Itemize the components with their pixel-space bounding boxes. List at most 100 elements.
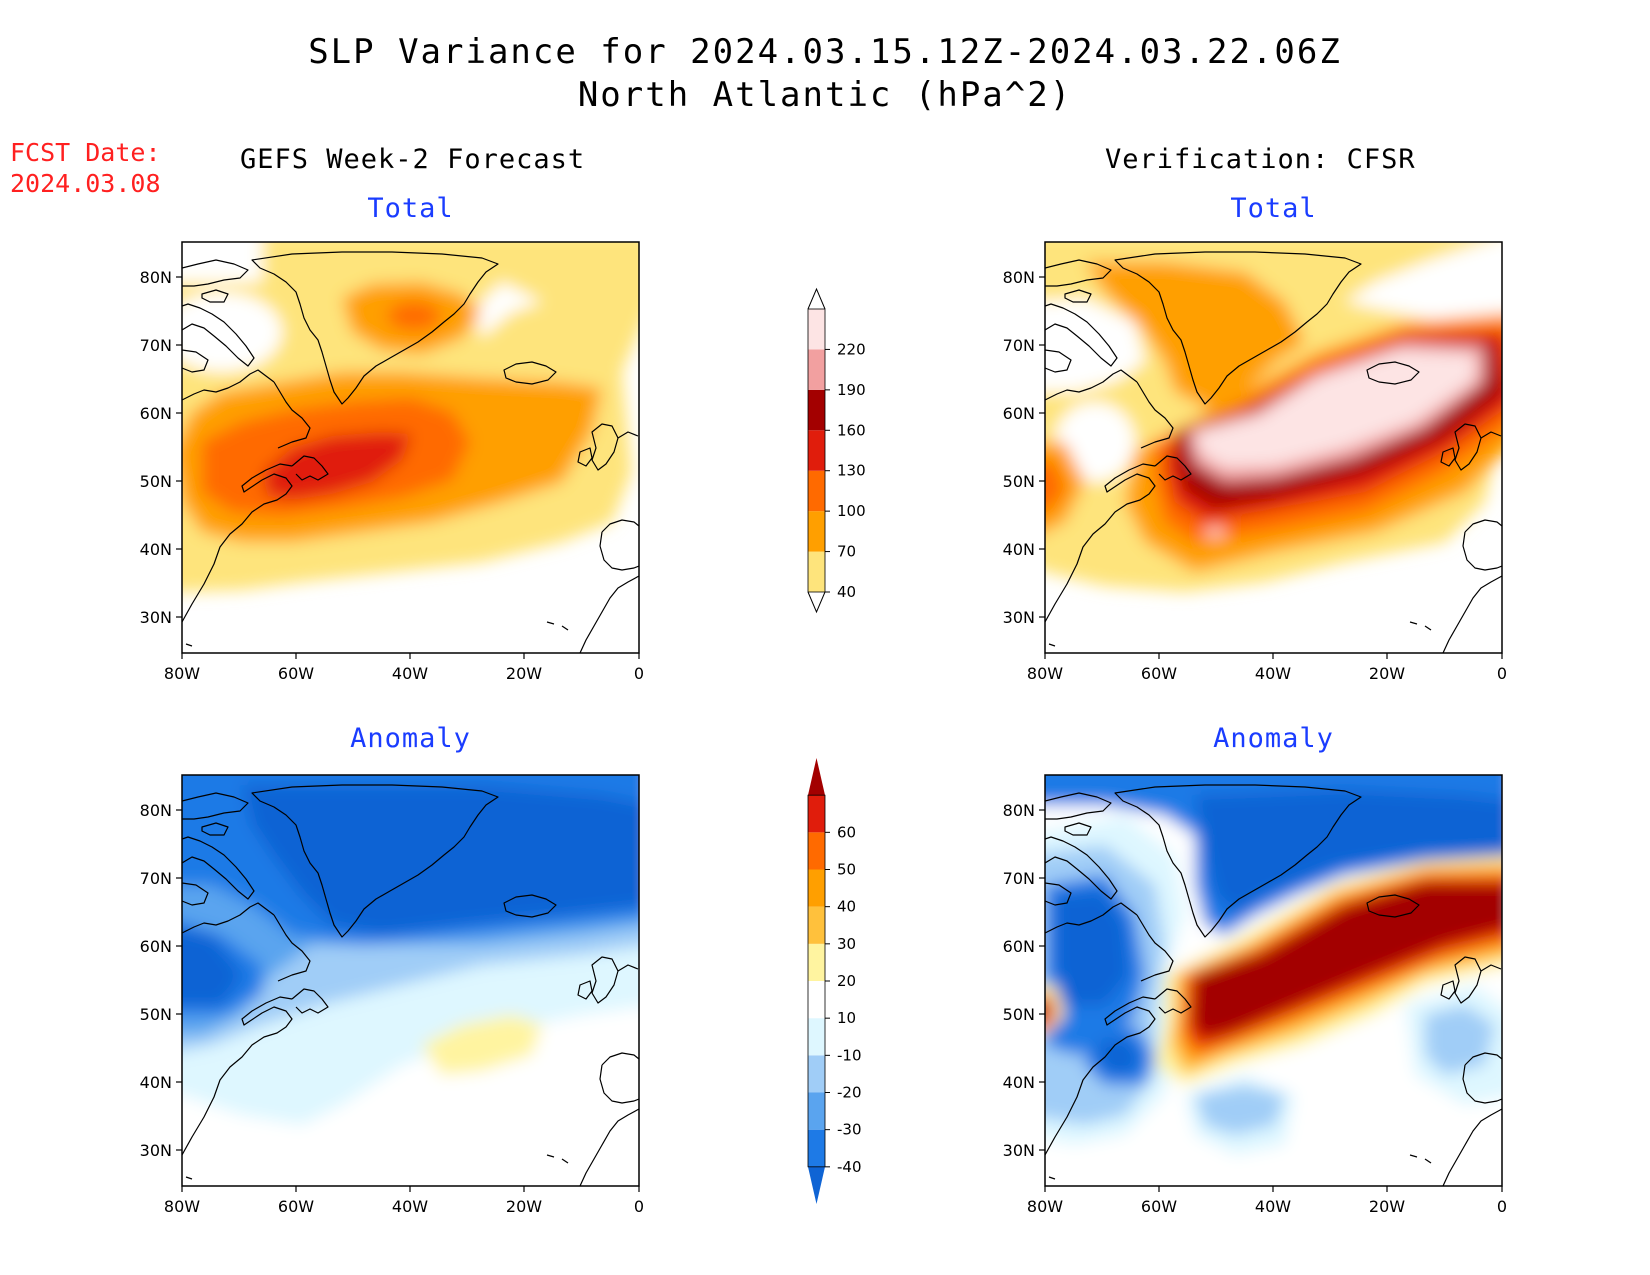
lat-tick-label: 30N [140, 608, 172, 627]
lon-tick-label: 0 [1497, 664, 1507, 683]
lat-tick-label: 60N [140, 937, 172, 956]
lon-tick-label: 0 [634, 664, 644, 683]
colorbar-tick-label: 30 [837, 935, 856, 953]
lon-tick-label: 20W [1369, 1197, 1405, 1216]
colorbar-bin [808, 981, 825, 1019]
colorbar-tick-label: 190 [837, 381, 866, 399]
colorbar-bottom-wedge [807, 591, 826, 614]
lat-tick-label: 60N [1003, 404, 1035, 423]
colorbar-top-wedge [807, 287, 826, 310]
lat-tick-label: 80N [140, 268, 172, 287]
lon-tick-label: 60W [1141, 664, 1177, 683]
panel-subtitle-gefs-total: Total [367, 193, 454, 224]
lat-tick-label: 80N [1003, 268, 1035, 287]
lon-tick-label: 80W [1027, 1197, 1063, 1216]
lat-tick-label: 70N [140, 336, 172, 355]
lat-tick-label: 40N [140, 1073, 172, 1092]
lat-tick-label: 30N [1003, 1141, 1035, 1160]
colorbar-tick-label: -20 [837, 1084, 862, 1102]
colorbar-tick-label: 100 [837, 502, 866, 520]
colorbar-bin [808, 1018, 825, 1056]
lat-tick-label: 70N [1003, 869, 1035, 888]
lat-tick-label: 70N [140, 869, 172, 888]
axis-labels: 80N 70N 60N 50N 40N 30N 80W 60W 40W 20W 0 80N 70N 60N… [140, 268, 1507, 1216]
colorbar-tick-label: 10 [837, 1009, 856, 1027]
lat-tick-label: 70N [1003, 336, 1035, 355]
colorbar-tick-label: 70 [837, 543, 856, 561]
colorbar-tick-label: 160 [837, 421, 866, 439]
lon-tick-label: 0 [1497, 1197, 1507, 1216]
lat-tick-label: 50N [1003, 1005, 1035, 1024]
colorbar-bin [808, 389, 825, 431]
colorbar-bin [808, 869, 825, 907]
lon-tick-label: 60W [1141, 1197, 1177, 1216]
colorbar-bin [808, 1055, 825, 1093]
colorbar-anomaly: -40 -30 -20 -10 10 20 30 40 50 60 [807, 758, 862, 1204]
panel-subtitle-cfsr-total: Total [1230, 193, 1317, 224]
lat-tick-label: 50N [1003, 472, 1035, 491]
colorbar-bin [808, 1092, 825, 1130]
colorbar-top-arrow [808, 758, 825, 796]
colorbar-tick-label: -30 [837, 1121, 862, 1139]
lat-tick-label: 30N [1003, 608, 1035, 627]
lat-tick-label: 40N [140, 540, 172, 559]
lat-tick-label: 80N [1003, 801, 1035, 820]
lat-tick-label: 60N [1003, 937, 1035, 956]
colorbar-total: 40 70 100 130 160 190 220 [807, 287, 866, 614]
colorbar-tick-label: 220 [837, 340, 866, 358]
lat-tick-label: 50N [140, 1005, 172, 1024]
lon-tick-label: 40W [1255, 664, 1291, 683]
colorbar-bin [808, 349, 825, 390]
lon-tick-label: 20W [1369, 664, 1405, 683]
chart-title-line2: North Atlantic (hPa^2) [577, 75, 1073, 115]
lon-tick-label: 60W [278, 664, 314, 683]
lat-tick-label: 80N [140, 801, 172, 820]
colorbar-tick-label: 60 [837, 823, 856, 841]
lon-tick-label: 20W [506, 1197, 542, 1216]
colorbar-bin [808, 309, 825, 350]
colorbar-bottom-arrow [808, 1166, 825, 1204]
colorbar-bin [808, 906, 825, 944]
lat-tick-label: 50N [140, 472, 172, 491]
colorbar-tick-label: -40 [837, 1158, 862, 1176]
colorbar-tick-label: -10 [837, 1046, 862, 1064]
lon-tick-label: 20W [506, 664, 542, 683]
panel-subtitle-cfsr-anomaly: Anomaly [1213, 723, 1334, 754]
lon-tick-label: 40W [1255, 1197, 1291, 1216]
forecast-date-value: 2024.03.08 [10, 169, 161, 198]
colorbar-tick-label: 130 [837, 462, 866, 480]
colorbar-bin [808, 943, 825, 981]
lon-tick-label: 40W [392, 1197, 428, 1216]
lat-tick-label: 40N [1003, 1073, 1035, 1092]
map-panel-cfsr-anomaly [1038, 774, 1503, 1193]
lat-tick-label: 60N [140, 404, 172, 423]
right-column-title: Verification: CFSR [1105, 144, 1416, 175]
lon-tick-label: 60W [278, 1197, 314, 1216]
chart-title-line1: SLP Variance for 2024.03.15.12Z-2024.03.… [308, 32, 1342, 72]
colorbar-tick-label: 40 [837, 583, 856, 601]
map-panel-gefs-anomaly [175, 774, 640, 1193]
lat-tick-label: 40N [1003, 540, 1035, 559]
colorbar-tick-label: 20 [837, 972, 856, 990]
lon-tick-label: 80W [1027, 664, 1063, 683]
colorbar-bin [808, 470, 825, 512]
left-column-title: GEFS Week-2 Forecast [240, 144, 586, 175]
colorbar-bin [808, 551, 825, 592]
map-panel-cfsr-total [1038, 241, 1503, 660]
lon-tick-label: 80W [164, 664, 200, 683]
colorbar-tick-label: 40 [837, 898, 856, 916]
lon-tick-label: 80W [164, 1197, 200, 1216]
lon-tick-label: 40W [392, 664, 428, 683]
colorbar-tick-label: 50 [837, 861, 856, 879]
colorbar-bin [808, 511, 825, 552]
forecast-date-label: FCST Date: [10, 138, 161, 167]
lon-tick-label: 0 [634, 1197, 644, 1216]
colorbar-bin [808, 832, 825, 870]
lat-tick-label: 30N [140, 1141, 172, 1160]
panel-subtitle-gefs-anomaly: Anomaly [350, 723, 471, 754]
colorbar-bin [808, 795, 825, 833]
colorbar-bin [808, 430, 825, 471]
colorbar-bin [808, 1129, 825, 1167]
map-panel-gefs-total [175, 241, 640, 660]
